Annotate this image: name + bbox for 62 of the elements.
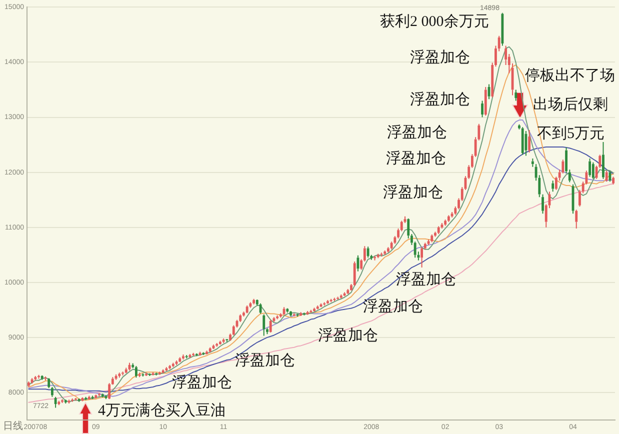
text: 日线 xyxy=(3,421,23,432)
candlestick xyxy=(444,219,447,226)
candlestick xyxy=(531,158,534,168)
annotation: 浮盈加仓 xyxy=(363,299,423,315)
annotation: 浮盈加仓 xyxy=(410,50,470,66)
candlestick xyxy=(38,374,40,380)
candlestick xyxy=(374,255,376,261)
candlestick xyxy=(612,176,615,185)
candlestick xyxy=(501,12,504,46)
candlestick xyxy=(218,340,222,344)
annotation: 4万元满仓买入豆油 xyxy=(98,403,226,419)
candlestick xyxy=(216,342,218,348)
candlestick xyxy=(292,312,296,318)
candlestick xyxy=(81,398,84,401)
candlestick xyxy=(484,86,487,116)
candlestick xyxy=(40,376,44,380)
candlestick xyxy=(602,142,604,180)
candlestick xyxy=(148,374,151,376)
candlestick xyxy=(575,209,578,229)
candlestick xyxy=(262,314,266,336)
candlestick xyxy=(420,246,424,268)
candlestick xyxy=(481,100,484,118)
annotation: 出场后仅剩 xyxy=(533,97,608,113)
candlestick xyxy=(118,372,121,378)
annotation: 浮盈加仓 xyxy=(387,125,447,141)
candlestick xyxy=(514,89,518,102)
candlestick xyxy=(592,162,594,180)
annotation: 停板出不了场 xyxy=(525,68,615,84)
candlestick xyxy=(134,366,138,378)
candlestick xyxy=(94,395,98,398)
candlestick xyxy=(336,296,340,299)
candlestick xyxy=(605,170,608,182)
candlestick xyxy=(542,194,544,214)
candlestick xyxy=(552,180,554,192)
candlestick xyxy=(588,158,592,178)
annotation: 浮盈加仓 xyxy=(410,92,470,108)
annotation: 浮盈加仓 xyxy=(172,375,232,391)
candlestick xyxy=(98,392,100,397)
candlestick xyxy=(521,126,524,156)
annotation: 浮盈加仓 xyxy=(396,272,456,288)
candlestick xyxy=(528,129,531,154)
candlestick xyxy=(58,400,60,406)
annotation: 浮盈加仓 xyxy=(383,185,443,201)
candlestick xyxy=(124,367,128,373)
candlestick xyxy=(138,372,141,378)
annotation: 浮盈加仓 xyxy=(386,151,446,167)
candlestick xyxy=(71,398,74,402)
annotation: 浮盈加仓 xyxy=(318,328,378,344)
candlestick xyxy=(276,314,279,320)
candlestick xyxy=(182,354,184,360)
candlestick xyxy=(142,372,144,378)
candlestick xyxy=(206,350,208,354)
annotation: 浮盈加仓 xyxy=(235,353,295,369)
candlestick xyxy=(50,386,54,398)
candlestick xyxy=(313,307,316,312)
annotation: 获利2 000余万元 xyxy=(380,14,489,30)
candlestick xyxy=(78,399,80,402)
candlestick xyxy=(145,372,148,376)
candlestick xyxy=(323,302,326,306)
candlestick xyxy=(122,371,124,376)
candlestick xyxy=(54,396,57,408)
candlestick xyxy=(165,366,168,370)
